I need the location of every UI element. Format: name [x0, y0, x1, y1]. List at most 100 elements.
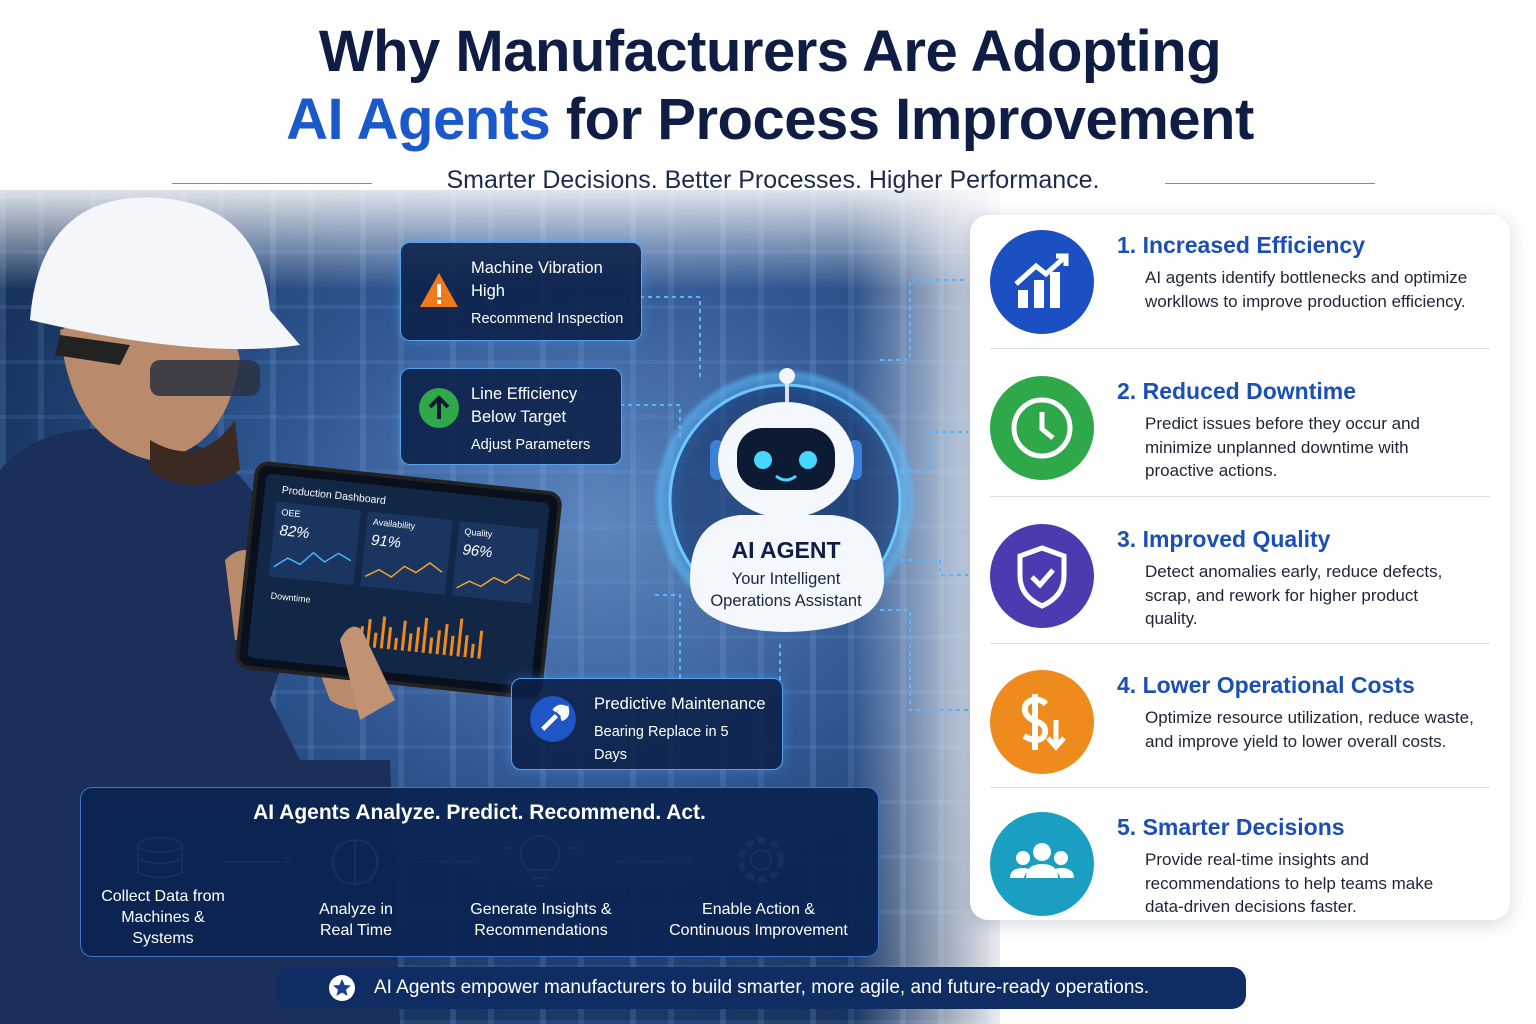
alert-card: Predictive Maintenance Bearing Replace in…: [511, 678, 783, 770]
connector: [880, 279, 968, 361]
decoration: [1050, 272, 1060, 308]
decoration: [414, 627, 421, 653]
decoration: Machine Vibration High Recommend Inspecti…: [471, 257, 631, 331]
benefit-title-text: Increased Efficiency: [1142, 232, 1366, 258]
benefit-title-text: Lower Operational Costs: [1142, 672, 1415, 698]
decoration: [400, 620, 407, 651]
downtime-label: Downtime: [270, 591, 311, 605]
benefit-number: 2.: [1117, 378, 1137, 404]
decoration: [1039, 412, 1055, 440]
decoration: [1014, 253, 1069, 286]
benefit-title-text: Reduced Downtime: [1142, 378, 1356, 404]
decoration: [463, 635, 469, 658]
benefit-title: 5. Smarter Decisions: [1117, 814, 1345, 841]
decoration: [1016, 851, 1030, 865]
benefit-number: 5.: [1117, 814, 1137, 840]
connector: [640, 296, 701, 380]
benefit-title: 2. Reduced Downtime: [1117, 378, 1356, 405]
alert-title: Predictive Maintenance: [594, 695, 766, 713]
decoration: [1026, 864, 1058, 878]
sparkline: [456, 573, 531, 589]
benefit-description: AI agents identify bottlenecks and optim…: [1145, 268, 1468, 311]
benefit-title-text: Improved Quality: [1142, 526, 1331, 552]
benefit: 3. Improved Quality Detect anomalies ear…: [970, 516, 1510, 663]
clock-icon: [990, 376, 1094, 480]
benefit: 2. Reduced Downtime Predict issues befor…: [970, 368, 1510, 515]
warning-icon: [420, 273, 458, 307]
alert-detail: Bearing Replace in 5 Days: [594, 724, 729, 763]
worker-glasses: [150, 360, 260, 396]
tablet: Production Dashboard OEE 82% Availabilit…: [235, 461, 562, 699]
helmet-strap: [55, 335, 130, 365]
benefit-number: 1.: [1117, 232, 1137, 258]
decoration: [1030, 568, 1055, 589]
worker-beard: [150, 420, 240, 485]
decoration: [428, 395, 450, 419]
shield-icon: [990, 524, 1094, 628]
benefit-description: Predict issues before they occur and min…: [1145, 414, 1420, 480]
sparkline: [364, 562, 443, 578]
benefit-number: 3.: [1117, 526, 1137, 552]
sparkline: [273, 551, 352, 568]
ai-agent-robot: AI AGENT: [653, 368, 917, 632]
decoration: Predictive Maintenance Bearing Replace in…: [594, 693, 774, 767]
metric-value: 96%: [462, 541, 494, 561]
decoration: [1021, 694, 1049, 750]
decoration: [1033, 843, 1051, 861]
benefit-description: Detect anomalies early, reduce defects, …: [1145, 562, 1443, 628]
process-panel: AI Agents Analyze. Predict. Recommend. A…: [80, 787, 879, 957]
decoration: [1054, 868, 1074, 878]
benefit-title: 1. Increased Efficiency: [1117, 232, 1365, 259]
decoration: [1054, 851, 1068, 865]
decoration: [437, 300, 441, 304]
wrench-icon: [530, 696, 576, 742]
divider: [172, 183, 372, 184]
worker-helmet: [30, 197, 300, 350]
metric-label: OEE: [281, 507, 301, 519]
divider: [1165, 183, 1375, 184]
decoration: Line Efficiency Below Target Adjust Param…: [471, 383, 611, 457]
decoration: [393, 637, 398, 650]
title: Why Manufacturers Are Adopting AI Agents…: [0, 18, 1536, 154]
decoration: [1010, 868, 1030, 878]
pointing-finger: [340, 626, 395, 720]
connector: [880, 609, 968, 711]
decoration: [1018, 272, 1060, 308]
decoration: [365, 618, 372, 648]
separator: [990, 348, 1490, 349]
decoration: [1018, 290, 1028, 308]
connector: [900, 431, 968, 471]
robot-eye: [799, 451, 817, 469]
efficiency-icon: [990, 230, 1094, 334]
decoration: [1046, 720, 1066, 751]
decoration: [407, 633, 413, 652]
agent-tagline: Your Intelligent Operations Assistant: [710, 570, 862, 610]
benefit-number: 4.: [1117, 672, 1137, 698]
alert-detail: Recommend Inspection: [471, 311, 624, 327]
separator: [990, 496, 1490, 497]
decoration: [456, 618, 464, 657]
robot-body: [690, 515, 884, 632]
connector: [900, 559, 968, 576]
decoration: [428, 637, 434, 654]
separator: [990, 787, 1490, 788]
metric-label: Availability: [372, 517, 416, 531]
connector: [655, 594, 681, 680]
alert-title: Line Efficiency Below Target: [471, 385, 578, 426]
title-highlight: AI Agents: [286, 87, 551, 152]
star-icon: [329, 975, 355, 1001]
metric-label: Quality: [464, 526, 493, 539]
metric-value: 82%: [279, 522, 311, 542]
benefit-title-text: Smarter Decisions: [1142, 814, 1345, 840]
up-arrow-icon: [419, 388, 459, 428]
alert-title: Machine Vibration High: [471, 259, 603, 300]
process-heading: AI Agents Analyze. Predict. Recommend. A…: [253, 801, 706, 824]
decoration: [372, 632, 378, 648]
decoration: [1034, 280, 1044, 308]
robot-smile: [775, 474, 797, 482]
decoration: [333, 979, 351, 996]
robot-visor: [737, 428, 835, 490]
agent-name: AI AGENT: [731, 537, 840, 563]
alert-detail: Adjust Parameters: [471, 437, 591, 453]
decoration: [442, 623, 449, 656]
